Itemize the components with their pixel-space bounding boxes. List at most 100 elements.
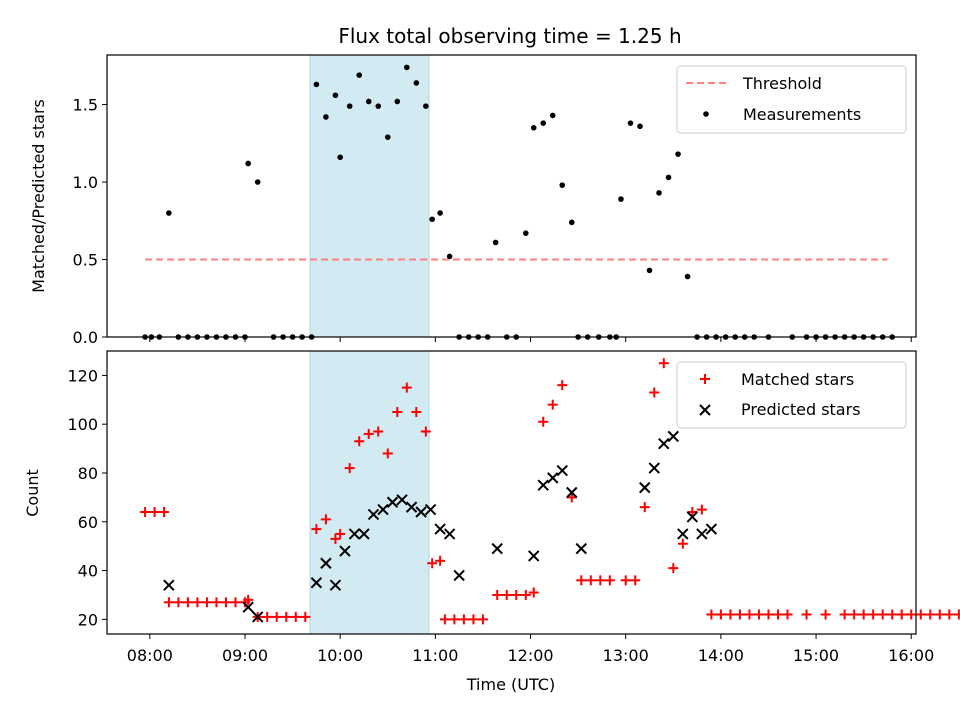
matched-star-point: [620, 575, 631, 586]
matched-star-point: [734, 609, 745, 620]
bottom-legend: Matched stars Predicted stars: [676, 361, 907, 429]
matched-legend-swatch: [700, 374, 710, 384]
matched-star-point: [520, 589, 531, 600]
predicted-star-point: [491, 542, 503, 555]
measurement-point: [323, 114, 329, 120]
measurement-point: [365, 98, 372, 105]
predicted-star-point: [310, 577, 323, 589]
matched-star-point: [744, 609, 755, 620]
predicted-star-point: [556, 464, 568, 477]
predicted-star-point: [329, 579, 342, 591]
matched-star-point: [630, 575, 641, 586]
observing-window-band: [309, 350, 430, 635]
x-tick-label: 12:00: [507, 646, 553, 665]
matched-star-point: [763, 609, 774, 620]
measurement-point: [437, 210, 443, 216]
matched-star-point: [311, 524, 322, 535]
predicted-star-point: [677, 528, 689, 540]
matched-star-point: [468, 614, 479, 625]
matched-star-point: [401, 382, 412, 393]
matched-star-point: [585, 575, 596, 586]
predicted-star-point: [696, 528, 708, 540]
matched-star-point: [849, 609, 860, 620]
matched-star-point: [820, 609, 831, 620]
measurement-point: [627, 120, 634, 126]
matched-star-point: [649, 387, 660, 398]
matched-star-point: [182, 597, 193, 608]
measurements-legend-label: Measurements: [743, 105, 861, 124]
x-tick-label: 15:00: [793, 646, 839, 665]
matched-star-point: [281, 611, 292, 622]
matched-star-point: [192, 597, 203, 608]
top-axes-frame: [106, 54, 917, 338]
matched-star-point: [420, 426, 431, 437]
measurement-point: [492, 239, 499, 246]
measurement-point: [394, 98, 401, 105]
bottom-y-axis-label: Count: [23, 469, 42, 517]
predicted-star-point: [424, 503, 437, 516]
matched-star-point: [271, 611, 282, 622]
matched-star-point: [159, 507, 170, 518]
matched-star-point: [557, 380, 568, 391]
predicted-star-point: [242, 601, 254, 613]
measurement-point: [568, 219, 575, 226]
matched-star-point: [335, 528, 346, 539]
predicted-star-point: [658, 437, 670, 450]
predicted-star-point: [639, 481, 651, 494]
matched-star-point: [163, 597, 174, 608]
top-y-tick-label: 0.5: [73, 251, 98, 270]
observing-window-band: [309, 54, 430, 338]
matched-star-point: [668, 563, 679, 574]
matched-star-point: [344, 463, 355, 474]
matched-star-point: [839, 609, 850, 620]
bottom-legend-box: [676, 361, 907, 429]
measurement-point: [637, 123, 643, 130]
top-y-axis-label: Matched/Predicted stars: [29, 99, 48, 293]
ratio-panel: Flux total observing time = 1.25 h Match…: [29, 24, 917, 347]
measurement-point: [313, 81, 320, 88]
predicted-star-point: [367, 508, 380, 521]
matched-star-point: [547, 399, 558, 410]
matched-star-point: [354, 436, 365, 447]
measurement-point: [166, 210, 172, 216]
matched-star-point: [753, 609, 764, 620]
measurement-point: [346, 103, 353, 109]
measurement-point: [656, 190, 662, 196]
matched-star-point: [925, 609, 936, 620]
bottom-y-tick-label: 100: [67, 415, 98, 434]
matched-star-point: [896, 609, 907, 620]
matched-star-point: [220, 597, 231, 608]
matched-star-point: [382, 448, 393, 459]
predicted-star-point: [320, 557, 332, 569]
matched-star-point: [906, 609, 917, 620]
matched-star-point: [696, 504, 707, 515]
matched-star-point: [373, 426, 384, 437]
bottom-y-tick-label: 20: [78, 610, 98, 629]
x-tick-label: 09:00: [222, 646, 268, 665]
bottom-y-tick-label: 40: [78, 562, 98, 581]
matched-star-point: [715, 609, 726, 620]
predicted-star-point: [386, 496, 399, 508]
matched-star-point: [782, 609, 793, 620]
predicted-star-point: [251, 611, 264, 623]
predicted-star-point: [348, 528, 361, 540]
matched-star-point: [201, 597, 212, 608]
count-panel: Count Time (UTC) 20 40 60 80 100 120 08:00 09:0…: [23, 350, 960, 694]
matched-star-point: [243, 594, 254, 605]
measurement-point: [675, 151, 681, 157]
measurement-point: [413, 80, 420, 86]
matched-star-point: [639, 502, 650, 513]
matched-star-point: [140, 507, 151, 518]
measurement-point: [245, 160, 251, 167]
measurement-point: [549, 112, 556, 119]
predicted-star-point: [405, 501, 418, 513]
matched-star-point: [604, 575, 615, 586]
matched-star-point: [877, 609, 888, 620]
predicted-star-point: [667, 430, 680, 443]
predicted-star-point: [705, 523, 718, 535]
matched-star-point: [427, 558, 438, 569]
matched-star-point: [458, 614, 469, 625]
matched-star-point: [706, 609, 717, 620]
matched-star-point: [230, 597, 241, 608]
